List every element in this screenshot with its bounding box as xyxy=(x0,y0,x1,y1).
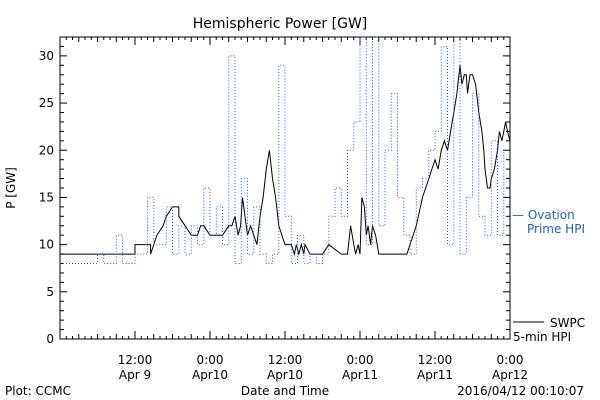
x-tick-label: 0:00 xyxy=(347,353,374,367)
chart-title: Hemispheric Power [GW] xyxy=(193,16,368,32)
x-tick-date-label: Apr11 xyxy=(417,368,453,382)
x-tick-date-label: Apr10 xyxy=(267,368,303,382)
footer-left: Plot: CCMC xyxy=(5,384,71,398)
series-ovation-line xyxy=(60,36,510,264)
y-tick-label: 15 xyxy=(39,190,54,204)
legend-swpc-label: SWPC xyxy=(550,316,585,330)
x-tick-date-label: Apr12 xyxy=(492,368,528,382)
legend-swpc-label-2: 5-min HPI xyxy=(513,330,571,344)
y-tick-label: 20 xyxy=(39,143,54,157)
y-tick-label: 30 xyxy=(39,49,54,63)
footer-right: 2016/04/12 00:10:07 xyxy=(457,384,584,398)
y-tick-label: 25 xyxy=(39,96,54,110)
x-tick-label: 12:00 xyxy=(118,353,153,367)
x-axis-label: Date and Time xyxy=(241,384,329,398)
y-axis-label: P [GW] xyxy=(4,167,18,209)
y-tick-label: 5 xyxy=(46,285,54,299)
series-layer xyxy=(60,36,511,264)
series-swpc-line xyxy=(60,65,511,257)
y-axis: 0 5 10 15 20 25 30 xyxy=(39,36,510,346)
x-tick-label: 0:00 xyxy=(197,353,224,367)
legend-ovation-label: — Ovation xyxy=(512,208,575,222)
y-tick-label: 0 xyxy=(46,332,54,346)
x-tick-date-label: Apr11 xyxy=(342,368,378,382)
x-tick-label: 0:00 xyxy=(497,353,524,367)
x-tick-date-label: Apr10 xyxy=(192,368,228,382)
legend-ovation-label-2: Prime HPI xyxy=(527,222,585,236)
y-tick-label: 10 xyxy=(39,238,54,252)
x-tick-label: 12:00 xyxy=(268,353,303,367)
x-tick-date-label: Apr 9 xyxy=(119,368,151,382)
x-tick-label: 12:00 xyxy=(418,353,453,367)
